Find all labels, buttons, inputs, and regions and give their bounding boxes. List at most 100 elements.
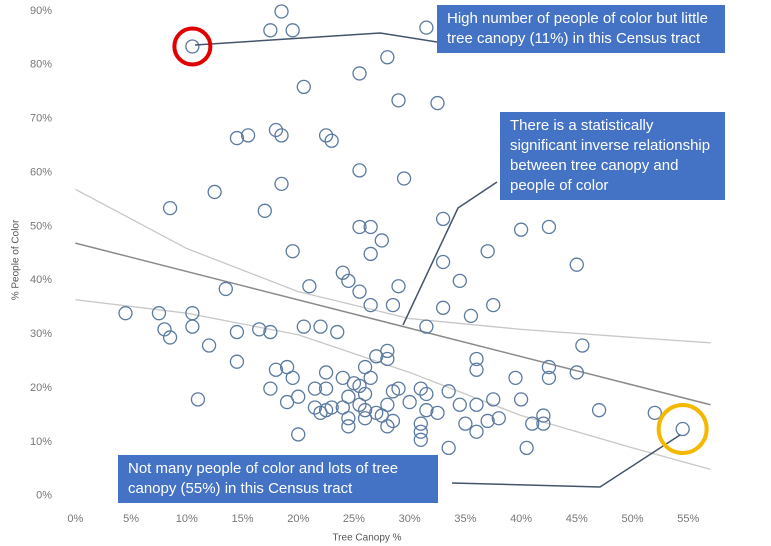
point — [441, 440, 456, 456]
x-tick-label: 40% — [510, 513, 532, 525]
y-tick-label: 10% — [30, 436, 52, 448]
point — [419, 20, 434, 35]
point — [341, 389, 356, 404]
point — [441, 384, 456, 399]
point — [151, 306, 167, 321]
y-tick-label: 70% — [30, 113, 52, 125]
point — [240, 128, 256, 143]
point — [185, 319, 200, 334]
point — [363, 219, 378, 235]
point — [385, 413, 401, 429]
point — [435, 300, 451, 315]
point — [491, 411, 506, 426]
highlight-circle — [172, 26, 213, 67]
point — [190, 392, 206, 407]
point — [357, 386, 373, 402]
annotation: High number of people of color but littl… — [437, 5, 725, 53]
point — [229, 130, 245, 146]
y-tick-label: 30% — [30, 328, 52, 340]
point — [229, 354, 245, 369]
point — [463, 308, 479, 324]
y-tick-label: 40% — [30, 274, 52, 286]
point — [469, 397, 484, 412]
point — [469, 362, 484, 377]
point — [435, 211, 451, 227]
point — [469, 424, 484, 439]
point — [380, 343, 395, 359]
point — [296, 319, 311, 334]
x-tick-label: 10% — [176, 513, 198, 525]
point — [541, 219, 557, 235]
plot — [75, 4, 711, 471]
point — [185, 39, 200, 54]
point — [647, 405, 662, 421]
y-tick-label: 50% — [30, 220, 52, 232]
trend-line — [75, 299, 711, 471]
point — [268, 122, 284, 138]
point — [341, 273, 356, 289]
point — [118, 306, 133, 321]
point — [318, 365, 334, 380]
point — [307, 400, 323, 415]
point — [569, 257, 584, 272]
point — [430, 95, 445, 111]
highlight-circle — [656, 403, 709, 456]
annotation: Not many people of color and lots of tre… — [118, 455, 438, 503]
point — [480, 413, 495, 429]
point — [307, 381, 323, 396]
x-tick-label: 30% — [399, 513, 421, 525]
point — [413, 432, 428, 447]
point — [313, 319, 328, 334]
point — [675, 421, 690, 437]
point — [268, 362, 284, 377]
point — [291, 427, 306, 442]
point — [419, 319, 434, 334]
point — [274, 176, 289, 192]
point — [201, 338, 217, 353]
highlights — [172, 26, 709, 456]
point — [486, 297, 501, 313]
point — [285, 23, 300, 38]
point — [157, 322, 172, 337]
point — [402, 394, 417, 410]
y-tick-label: 0% — [36, 490, 52, 502]
y-tick-label: 20% — [30, 382, 52, 394]
point — [435, 254, 451, 270]
point — [419, 386, 434, 402]
x-tick-label: 35% — [454, 513, 476, 525]
point — [363, 297, 378, 313]
point — [419, 403, 434, 418]
x-tick-label: 45% — [566, 513, 588, 525]
y-tick-label: 60% — [30, 166, 52, 178]
point — [252, 322, 267, 337]
point — [391, 279, 406, 294]
x-tick-label: 55% — [677, 513, 699, 525]
point — [162, 200, 178, 216]
y-axis-label: % People of Color — [11, 219, 22, 300]
point — [352, 219, 367, 235]
point — [324, 133, 339, 148]
x-tick-label: 50% — [621, 513, 643, 525]
point — [263, 324, 278, 340]
point — [229, 324, 245, 340]
point — [452, 397, 467, 412]
point — [352, 284, 367, 299]
x-tick-label: 15% — [231, 513, 253, 525]
point — [486, 392, 501, 407]
point — [263, 23, 278, 38]
point — [313, 405, 328, 421]
connector — [451, 434, 681, 488]
point — [162, 330, 178, 345]
point — [257, 203, 272, 218]
point — [357, 403, 373, 418]
x-tick-label: 25% — [343, 513, 365, 525]
point — [591, 403, 607, 418]
point — [380, 419, 395, 434]
point — [380, 50, 395, 65]
y-tick-label: 90% — [30, 5, 52, 17]
point — [363, 246, 378, 262]
point — [341, 419, 356, 434]
connector — [402, 181, 498, 326]
point — [413, 381, 428, 396]
